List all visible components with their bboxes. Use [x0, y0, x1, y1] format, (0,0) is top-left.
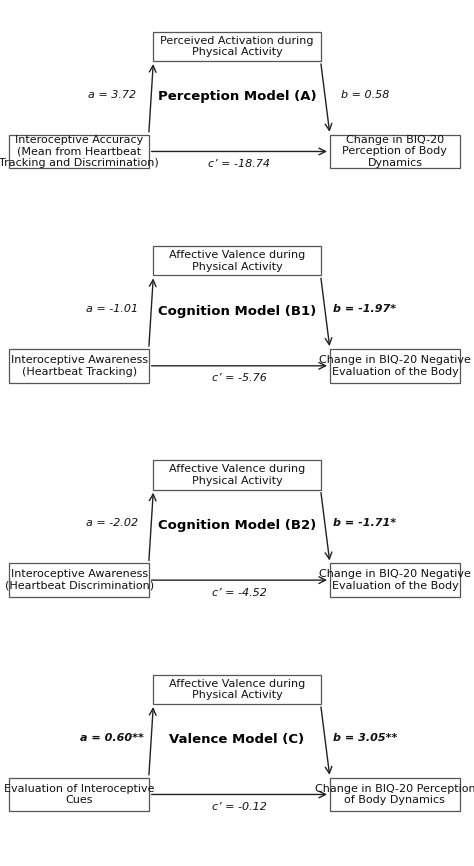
- Text: a = -1.01: a = -1.01: [85, 304, 137, 314]
- Text: a = 3.72: a = 3.72: [88, 90, 136, 100]
- Text: Cognition Model (B1): Cognition Model (B1): [158, 305, 316, 318]
- FancyBboxPatch shape: [154, 461, 320, 490]
- FancyBboxPatch shape: [154, 675, 320, 704]
- Text: a = -2.02: a = -2.02: [85, 519, 137, 528]
- Text: a = 0.60**: a = 0.60**: [80, 733, 144, 743]
- Text: b = 0.58: b = 0.58: [340, 90, 389, 100]
- Text: Change in BIQ-20 Perception
of Body Dynamics: Change in BIQ-20 Perception of Body Dyna…: [315, 784, 474, 805]
- FancyBboxPatch shape: [330, 563, 460, 597]
- FancyBboxPatch shape: [9, 778, 149, 811]
- FancyBboxPatch shape: [330, 134, 460, 168]
- FancyBboxPatch shape: [330, 778, 460, 811]
- FancyBboxPatch shape: [154, 246, 320, 275]
- Text: c’ = -4.52: c’ = -4.52: [212, 588, 267, 598]
- FancyBboxPatch shape: [330, 349, 460, 383]
- Text: Perceived Activation during
Physical Activity: Perceived Activation during Physical Act…: [160, 36, 314, 57]
- FancyBboxPatch shape: [9, 134, 149, 168]
- Text: b = -1.71*: b = -1.71*: [333, 519, 396, 528]
- Text: Affective Valence during
Physical Activity: Affective Valence during Physical Activi…: [169, 464, 305, 486]
- Text: Interoceptive Awareness
(Heartbeat Tracking): Interoceptive Awareness (Heartbeat Track…: [10, 355, 147, 377]
- Text: c’ = -18.74: c’ = -18.74: [208, 159, 270, 169]
- Text: b = -1.97*: b = -1.97*: [333, 304, 396, 314]
- FancyBboxPatch shape: [154, 32, 320, 61]
- Text: Cognition Model (B2): Cognition Model (B2): [158, 519, 316, 532]
- Text: Valence Model (C): Valence Model (C): [169, 734, 305, 746]
- Text: c’ = -0.12: c’ = -0.12: [212, 802, 267, 812]
- Text: Interoceptive Accuracy
(Mean from Heartbeat
Tracking and Discrimination): Interoceptive Accuracy (Mean from Heartb…: [0, 135, 159, 168]
- Text: Affective Valence during
Physical Activity: Affective Valence during Physical Activi…: [169, 250, 305, 272]
- Text: c’ = -5.76: c’ = -5.76: [212, 373, 267, 384]
- Text: b = 3.05**: b = 3.05**: [333, 733, 397, 743]
- Text: Change in BIQ-20 Negative
Evaluation of the Body: Change in BIQ-20 Negative Evaluation of …: [319, 355, 471, 377]
- Text: Change in BIQ-20
Perception of Body
Dynamics: Change in BIQ-20 Perception of Body Dyna…: [343, 135, 447, 168]
- Text: Interoceptive Awareness
(Heartbeat Discrimination): Interoceptive Awareness (Heartbeat Discr…: [4, 569, 154, 591]
- FancyBboxPatch shape: [9, 349, 149, 383]
- Text: Evaluation of Interoceptive
Cues: Evaluation of Interoceptive Cues: [4, 784, 155, 805]
- Text: Affective Valence during
Physical Activity: Affective Valence during Physical Activi…: [169, 679, 305, 701]
- Text: Change in BIQ-20 Negative
Evaluation of the Body: Change in BIQ-20 Negative Evaluation of …: [319, 569, 471, 591]
- FancyBboxPatch shape: [9, 563, 149, 597]
- Text: Perception Model (A): Perception Model (A): [158, 90, 316, 103]
